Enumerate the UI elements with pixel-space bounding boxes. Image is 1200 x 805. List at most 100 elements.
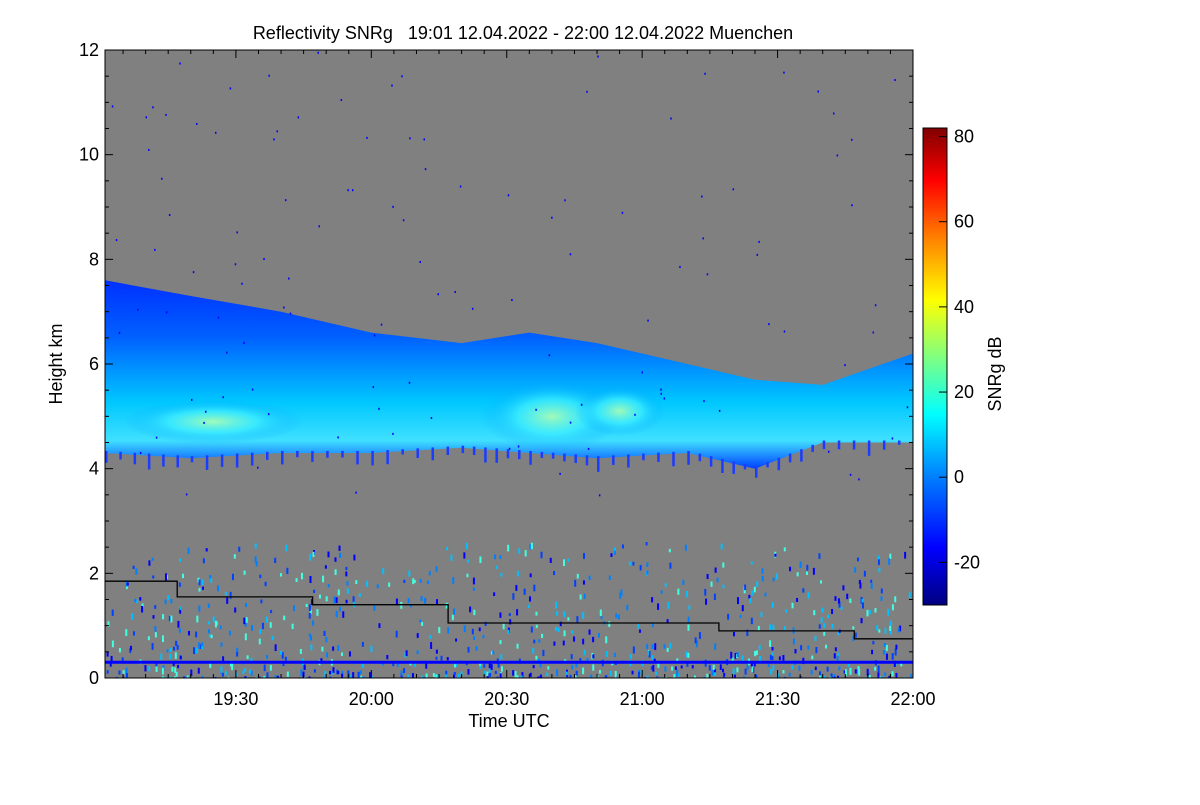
noise-speckle <box>229 87 232 90</box>
noise-speckle <box>813 610 816 616</box>
noise-speckle <box>156 677 159 678</box>
noise-speckle <box>814 635 817 641</box>
noise-speckle <box>217 316 220 319</box>
noise-speckle <box>877 677 880 678</box>
noise-speckle <box>497 677 500 678</box>
noise-speckle <box>783 71 785 74</box>
noise-speckle <box>782 655 785 661</box>
noise-speckle <box>586 658 589 663</box>
noise-speckle <box>408 570 411 577</box>
noise-speckle <box>891 653 894 660</box>
noise-speckle <box>464 677 467 678</box>
noise-speckle <box>671 666 674 671</box>
noise-speckle <box>517 445 520 448</box>
noise-speckle <box>818 553 821 559</box>
noise-speckle <box>538 639 541 643</box>
noise-speckle <box>521 672 524 678</box>
noise-speckle <box>196 122 198 125</box>
fall-streak <box>612 455 615 465</box>
noise-speckle <box>169 654 172 660</box>
noise-speckle <box>497 662 500 668</box>
noise-speckle <box>323 630 326 637</box>
noise-speckle <box>582 667 585 675</box>
noise-speckle <box>236 647 239 653</box>
noise-speckle <box>520 675 523 678</box>
noise-speckle <box>471 628 474 635</box>
noise-speckle <box>656 677 659 678</box>
noise-speckle <box>357 671 360 678</box>
noise-speckle <box>592 654 595 659</box>
noise-speckle <box>866 668 869 676</box>
noise-speckle <box>750 661 753 669</box>
noise-speckle <box>308 676 311 678</box>
noise-speckle <box>819 671 822 676</box>
noise-speckle <box>484 670 487 676</box>
noise-speckle <box>460 671 463 677</box>
noise-speckle <box>201 642 204 647</box>
noise-speckle <box>412 578 415 585</box>
noise-speckle <box>533 639 536 644</box>
noise-speckle <box>565 671 568 676</box>
noise-speckle <box>733 631 736 637</box>
noise-speckle <box>814 666 817 671</box>
noise-speckle <box>392 432 394 435</box>
fall-streak <box>484 447 487 463</box>
noise-speckle <box>305 603 308 608</box>
noise-speckle <box>677 588 680 595</box>
noise-speckle <box>196 615 199 623</box>
noise-speckle <box>266 655 269 659</box>
noise-speckle <box>153 677 156 678</box>
noise-speckle <box>827 450 830 453</box>
noise-speckle <box>197 577 200 583</box>
noise-speckle <box>583 649 586 656</box>
noise-speckle <box>175 671 178 677</box>
noise-speckle <box>585 677 588 678</box>
noise-speckle <box>295 578 298 582</box>
noise-speckle <box>436 674 439 678</box>
x-tick-label: 20:00 <box>349 689 394 709</box>
noise-speckle <box>378 407 380 410</box>
noise-speckle <box>537 676 540 678</box>
noise-speckle <box>757 625 760 631</box>
noise-speckle <box>396 661 399 667</box>
noise-speckle <box>539 674 542 678</box>
noise-speckle <box>857 665 860 670</box>
noise-speckle <box>876 625 879 631</box>
noise-speckle <box>209 575 212 579</box>
noise-speckle <box>210 634 213 639</box>
noise-speckle <box>465 542 468 550</box>
noise-speckle <box>467 646 470 653</box>
noise-speckle <box>118 647 121 653</box>
noise-speckle <box>605 675 608 678</box>
noise-speckle <box>170 599 173 604</box>
noise-speckle <box>569 674 572 678</box>
noise-speckle <box>769 640 772 647</box>
noise-speckle <box>621 544 624 549</box>
noise-speckle <box>535 624 538 629</box>
noise-speckle <box>837 652 840 656</box>
noise-speckle <box>231 573 234 581</box>
noise-speckle <box>686 590 689 598</box>
noise-speckle <box>608 621 611 627</box>
noise-speckle <box>158 677 161 678</box>
noise-speckle <box>798 665 801 671</box>
noise-speckle <box>380 323 383 326</box>
noise-speckle <box>496 676 499 678</box>
fall-streak <box>732 461 735 474</box>
noise-speckle <box>859 582 862 589</box>
noise-speckle <box>463 552 466 559</box>
noise-speckle <box>632 561 635 566</box>
fall-streak <box>800 449 803 462</box>
noise-speckle <box>877 555 880 562</box>
noise-speckle <box>767 664 770 668</box>
noise-speckle <box>383 677 386 678</box>
noise-speckle <box>529 596 532 602</box>
noise-speckle <box>190 669 193 676</box>
noise-speckle <box>576 573 579 579</box>
noise-speckle <box>118 331 121 334</box>
noise-speckle <box>710 581 713 587</box>
noise-speckle <box>382 568 385 575</box>
noise-speckle <box>632 646 635 654</box>
noise-speckle <box>258 676 261 678</box>
fall-streak <box>176 455 179 468</box>
